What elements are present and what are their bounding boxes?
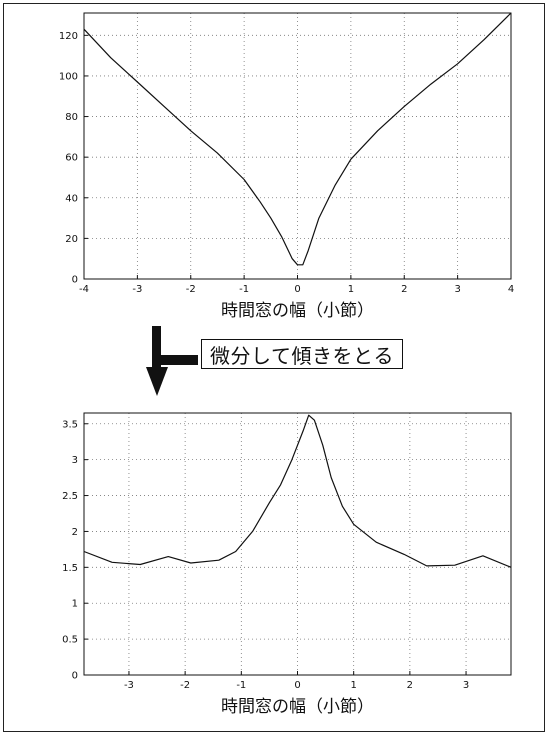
- chart-bottom: -3 -2 -1 0 1 2 3 0 0.5 1 1.5 2 2.5 3 3.5 時間窓の幅（小節）: [62, 412, 512, 717]
- y-tick-label: 120: [59, 31, 78, 42]
- y-tick-label: 2.5: [62, 491, 78, 502]
- y-tick-label: 0: [72, 275, 78, 286]
- x-tick-label: 0: [294, 284, 300, 295]
- y-tick-label: 0.5: [62, 635, 78, 646]
- x-axis-label: 時間窓の幅（小節）: [221, 301, 374, 321]
- y-tick-label: 3.5: [62, 419, 78, 430]
- y-tick-label: 1.5: [62, 563, 78, 574]
- x-axis-label: 時間窓の幅（小節）: [221, 697, 374, 717]
- x-tick-label: 3: [454, 284, 460, 295]
- x-tick-label: -3: [124, 680, 134, 691]
- y-tick-label: 40: [65, 193, 78, 204]
- y-tick-label: 60: [65, 153, 78, 164]
- series-line: [83, 414, 512, 568]
- y-tick-label: 20: [65, 234, 78, 245]
- annotation-label: 微分して傾きをとる: [210, 343, 394, 368]
- figure-frame: [3, 3, 545, 732]
- x-tick-label: 3: [463, 680, 469, 691]
- plot-area-frame: [83, 412, 512, 676]
- x-tick-label: -2: [186, 284, 196, 295]
- x-tick-label: -3: [132, 284, 142, 295]
- y-tick-label: 3: [72, 455, 78, 466]
- series-line: [83, 12, 512, 266]
- x-tick-label: 1: [350, 680, 356, 691]
- x-tick-label: -2: [180, 680, 190, 691]
- x-tick-label: 0: [294, 680, 300, 691]
- y-tick-label: 0: [72, 671, 78, 682]
- annotation-box: 微分して傾きをとる: [201, 339, 403, 369]
- y-tick-label: 2: [72, 527, 78, 538]
- down-arrow-icon: [146, 326, 198, 396]
- x-tick-label: 2: [407, 680, 413, 691]
- x-tick-label: -4: [79, 284, 89, 295]
- x-tick-label: -1: [239, 284, 249, 295]
- x-tick-label: -1: [236, 680, 246, 691]
- x-tick-label: 1: [348, 284, 354, 295]
- y-tick-label: 80: [65, 112, 78, 123]
- x-tick-label: 4: [508, 284, 514, 295]
- y-tick-label: 100: [59, 71, 78, 82]
- y-tick-label: 1: [72, 599, 78, 610]
- x-tick-label: 2: [401, 284, 407, 295]
